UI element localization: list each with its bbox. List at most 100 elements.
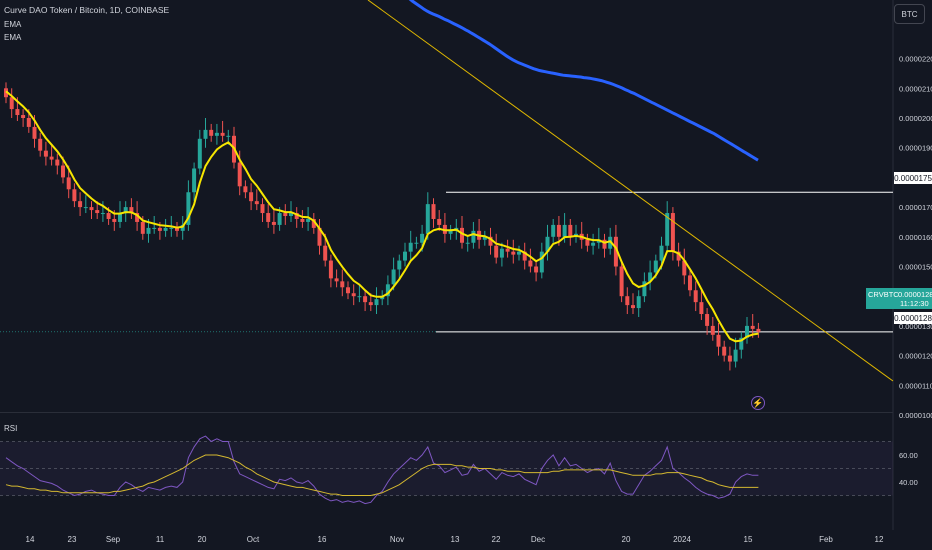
x-tick-label: Feb <box>819 535 833 544</box>
candle-body <box>197 138 202 169</box>
candle-body <box>38 138 43 151</box>
candle <box>254 189 259 211</box>
level-label-lower: 0.0000128 <box>894 312 932 324</box>
candle <box>351 284 356 306</box>
candle-body <box>420 233 425 243</box>
candle <box>636 290 641 317</box>
candle-body <box>346 287 350 294</box>
candle <box>499 242 504 267</box>
candle-body <box>306 218 311 222</box>
horizontal-levels <box>0 191 893 333</box>
y-tick-label: 0.0000160 <box>899 233 932 242</box>
candle-body <box>323 245 328 261</box>
candle <box>682 248 687 285</box>
candle-body <box>112 218 117 222</box>
candle-body <box>539 251 544 273</box>
candle <box>448 224 453 240</box>
candle <box>465 236 470 252</box>
x-tick-label: 14 <box>26 535 35 544</box>
candle-body <box>494 245 499 258</box>
candle-body <box>511 251 516 255</box>
x-tick-label: 16 <box>318 535 327 544</box>
candle-body <box>727 355 732 362</box>
candle <box>431 198 436 228</box>
candle-body <box>756 328 761 332</box>
candle <box>722 340 727 362</box>
candle-body <box>140 221 145 234</box>
candle-body <box>283 213 288 217</box>
candle-body <box>209 129 214 136</box>
candle-body <box>192 168 197 193</box>
candle-body <box>260 204 265 214</box>
chart-title: Curve DAO Token / Bitcoin, 1D, COINBASE <box>4 5 170 15</box>
candle-body <box>460 227 464 243</box>
candle-body <box>471 230 476 243</box>
candle <box>710 316 715 341</box>
candle <box>180 216 185 240</box>
candle-body <box>351 293 356 297</box>
y-tick-label: 0.0000170 <box>899 203 932 212</box>
lightning-icon[interactable]: ⚡ <box>751 396 765 410</box>
candle <box>186 180 191 231</box>
candle-body <box>716 334 721 347</box>
rsi-label[interactable]: RSI <box>4 424 18 433</box>
candle <box>517 245 521 261</box>
candle <box>539 242 544 279</box>
candle <box>283 204 288 225</box>
candle <box>78 192 83 217</box>
candle <box>585 233 590 252</box>
candle <box>756 322 761 338</box>
candle-body <box>431 204 436 219</box>
candle-body <box>254 201 259 205</box>
candle <box>374 287 379 315</box>
candle-body <box>363 296 368 303</box>
x-tick-label: 20 <box>622 535 631 544</box>
candle-body <box>551 224 556 237</box>
candle-body <box>203 129 208 139</box>
candle-body <box>118 213 122 222</box>
candle <box>551 218 556 243</box>
candle <box>4 82 8 104</box>
candle <box>266 204 271 228</box>
candle <box>631 293 635 315</box>
candle <box>534 260 539 282</box>
candle-body <box>437 218 442 225</box>
candle-body <box>408 242 413 252</box>
indicator-ema-slow-label[interactable]: EMA <box>4 33 22 42</box>
candle-body <box>357 296 362 298</box>
candle-body <box>659 245 664 261</box>
candle <box>21 109 26 127</box>
candle-body <box>249 192 254 202</box>
indicator-ema-fast-label[interactable]: EMA <box>4 20 22 29</box>
candle <box>425 192 430 240</box>
candle <box>471 221 476 249</box>
rsi-tick-label: 40.00 <box>899 478 918 487</box>
candle <box>260 198 265 222</box>
candle <box>192 162 197 202</box>
candle-body <box>568 224 573 237</box>
candle <box>346 281 350 300</box>
candle-body <box>739 337 744 350</box>
candle-body <box>374 299 379 306</box>
candle <box>596 227 601 249</box>
candle-body <box>226 135 231 137</box>
candle-body <box>169 227 174 229</box>
candle-body <box>157 227 162 231</box>
candle-body <box>403 251 407 261</box>
candle-body <box>745 325 749 338</box>
x-tick-label: 22 <box>492 535 501 544</box>
candle <box>699 290 704 320</box>
rsi-line <box>5 435 759 505</box>
candle-body <box>425 204 430 234</box>
x-tick-label: 15 <box>744 535 753 544</box>
candle <box>511 239 516 264</box>
candle-body <box>368 302 373 306</box>
candle-body <box>391 269 396 285</box>
candle-body <box>15 109 20 116</box>
y-tick-label: 0.0000210 <box>899 84 932 93</box>
candle-body <box>625 296 630 306</box>
currency-button[interactable]: BTC <box>894 4 925 24</box>
y-axis-ticks: 0.0000220 0.0000210 0.0000200 0.0000190 0.00… <box>899 55 932 420</box>
candle <box>163 218 168 237</box>
